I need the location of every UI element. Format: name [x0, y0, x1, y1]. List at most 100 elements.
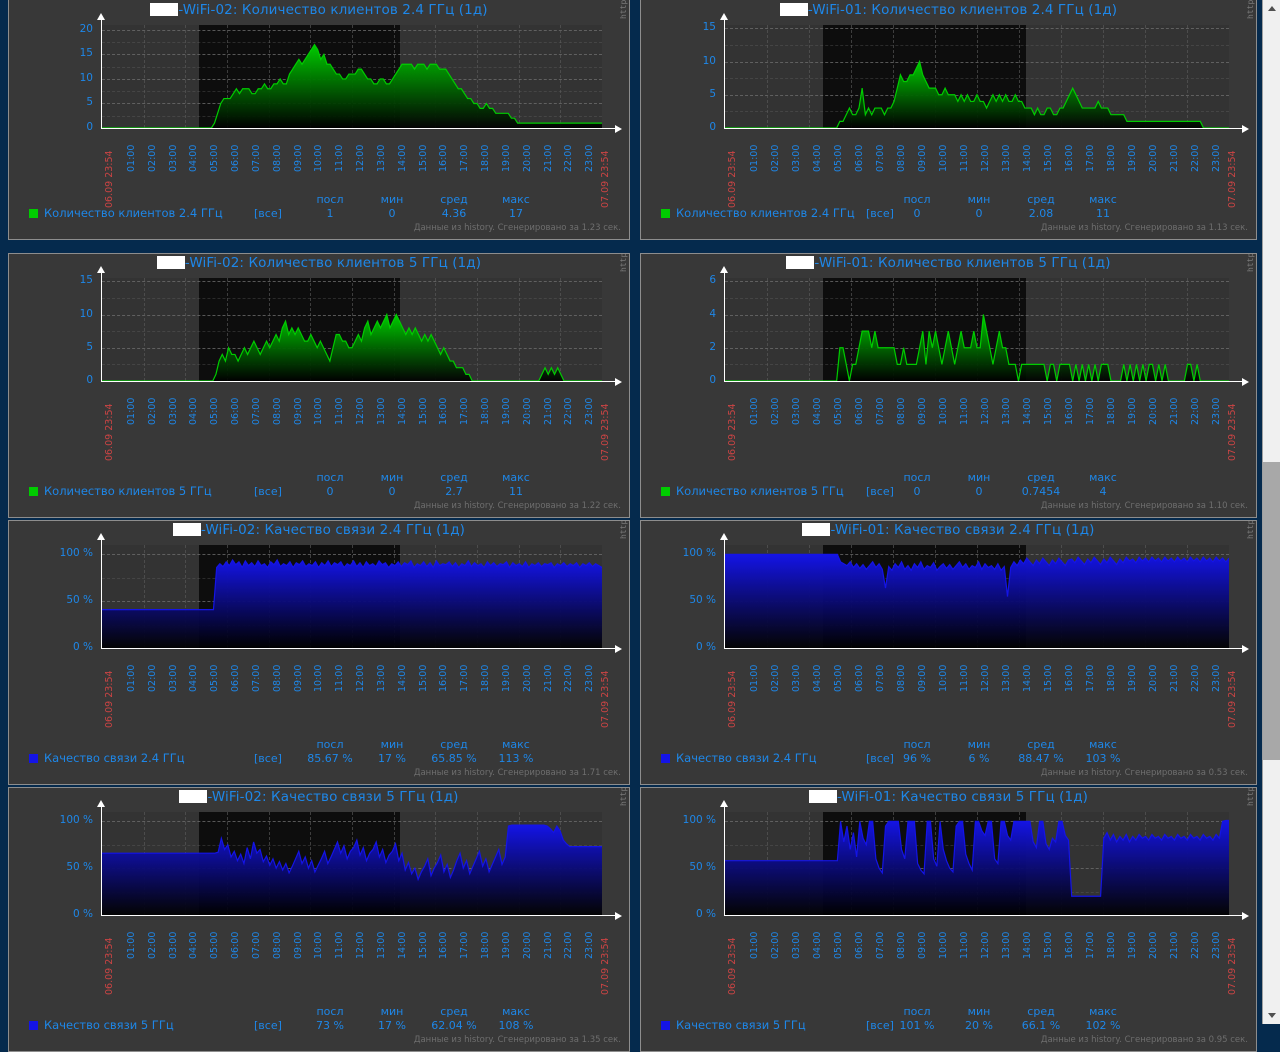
plot-area[interactable]	[102, 25, 602, 128]
plot-area[interactable]	[725, 545, 1229, 648]
gridline-vertical	[227, 278, 228, 381]
y-axis-tick-label: 100 %	[59, 547, 93, 560]
graph-title-text: -WiFi-02: Количество клиентов 5 ГГц (1д)	[184, 255, 482, 271]
x-axis-tick-label: 02:00	[770, 931, 781, 959]
graph-panel-wifi-02-quality-24[interactable]: -WiFi-02: Качество связи 2.4 ГГц (1д) 0 %…	[8, 520, 630, 785]
x-axis-tick-label: 13:00	[1001, 664, 1012, 692]
gridline-vertical	[1061, 25, 1062, 128]
legend-header-1: мин	[967, 193, 991, 206]
x-axis-tick-label: 14:00	[396, 931, 408, 959]
legend-series-name[interactable]: Количество клиентов 5 ГГц	[44, 484, 212, 498]
y-axis-arrow-icon	[720, 800, 728, 807]
x-axis-tick-label: 16:00	[1064, 664, 1075, 692]
x-axis-tick-label: 03:00	[167, 397, 179, 425]
series-line	[102, 312, 602, 381]
legend-color-swatch	[661, 754, 670, 763]
x-axis-tick-label: 10:00	[938, 664, 949, 692]
graph-panel-wifi-01-quality-5[interactable]: -WiFi-01: Качество связи 5 ГГц (1д) 0 % 50…	[640, 787, 1257, 1052]
graph-panel-wifi-01-clients-5[interactable]: -WiFi-01: Количество клиентов 5 ГГц (1д)…	[640, 253, 1257, 518]
graph-panel-wifi-01-clients-24[interactable]: -WiFi-01: Количество клиентов 2.4 ГГц (1…	[640, 0, 1257, 240]
y-axis-tick-label: 0	[709, 121, 716, 133]
x-axis-tick-label: 20:00	[521, 664, 533, 692]
graph-title-text: -WiFi-02: Качество связи 5 ГГц (1д)	[207, 789, 459, 805]
legend-value-мин: 0	[975, 485, 983, 498]
graph-panel-wifi-01-quality-24[interactable]: -WiFi-01: Качество связи 2.4 ГГц (1д) 0 %…	[640, 520, 1257, 785]
series-plot	[102, 43, 602, 128]
x-axis-tick-label: 20:00	[1148, 397, 1159, 425]
x-axis	[101, 648, 615, 649]
x-axis-tick-label: 02:00	[146, 397, 158, 425]
x-axis-range-label: 06.09 23:54	[104, 937, 115, 995]
x-axis-tick-label: 07:00	[875, 931, 886, 959]
graph-panel-wifi-02-quality-5[interactable]: -WiFi-02: Качество связи 5 ГГц (1д) 0 % 50…	[8, 787, 630, 1052]
x-axis-tick-label: 21:00	[542, 144, 554, 172]
legend-series-name[interactable]: Количество клиентов 2.4 ГГц	[44, 206, 223, 220]
y-axis	[101, 19, 102, 129]
plot-area[interactable]	[725, 25, 1229, 128]
x-axis-tick-label: 07:00	[875, 397, 886, 425]
y-axis-tick-label: 20	[79, 22, 93, 35]
x-axis-tick-label: 12:00	[355, 144, 366, 172]
dashboard-root: -WiFi-02: Количество клиентов 2.4 ГГц (1…	[8, 0, 1280, 1052]
scrollbar-thumb[interactable]	[1263, 462, 1280, 760]
x-axis-tick-label: 21:00	[1169, 144, 1180, 172]
gridline-vertical	[809, 25, 810, 128]
plot-area[interactable]	[725, 278, 1229, 381]
x-axis-tick-label: 10:00	[938, 397, 949, 425]
x-axis-tick-label: 09:00	[292, 664, 304, 692]
gridline-vertical	[893, 278, 894, 381]
legend-header-1: мин	[967, 1005, 991, 1018]
x-axis-tick-label: 17:00	[459, 144, 471, 172]
legend-series-name[interactable]: Количество клиентов 2.4 ГГц	[676, 206, 855, 220]
y-axis-arrow-icon	[720, 266, 728, 273]
series-plot	[725, 59, 1229, 128]
x-axis-range-label: 07.09 23:54	[1227, 670, 1238, 728]
legend-series-name[interactable]: Качество связи 2.4 ГГц	[44, 751, 185, 765]
legend-header-2: сред	[1027, 471, 1055, 484]
x-axis-tick-label: 18:00	[480, 931, 491, 959]
page-scrollbar[interactable]	[1262, 0, 1280, 1024]
x-axis-tick-label: 16:00	[438, 931, 450, 959]
graph-panel-wifi-02-clients-24[interactable]: -WiFi-02: Количество клиентов 2.4 ГГц (1…	[8, 0, 630, 240]
series-plot	[102, 824, 602, 915]
legend-value-посл: 73 %	[316, 1019, 344, 1032]
x-axis-tick-label: 04:00	[188, 931, 200, 959]
x-axis-tick-label: 19:00	[500, 664, 512, 692]
scroll-up-arrow-icon[interactable]	[1263, 0, 1280, 17]
x-axis-tick-label: 23:00	[584, 397, 596, 425]
graph: -WiFi-01: Качество связи 5 ГГц (1д) 0 % 50…	[641, 788, 1256, 1051]
x-axis-tick-label: 10:00	[938, 931, 949, 959]
x-axis-tick-label: 09:00	[917, 664, 928, 692]
x-axis-tick-label: 16:00	[438, 664, 450, 692]
x-axis-tick-label: 17:00	[1085, 397, 1096, 425]
legend-series-name[interactable]: Качество связи 5 ГГц	[44, 1018, 174, 1032]
x-axis-tick-label: 03:00	[791, 664, 802, 692]
x-axis-tick-label: 12:00	[980, 931, 991, 959]
y-axis-tick-label: 5	[86, 340, 93, 353]
legend-header-0: посл	[316, 738, 344, 751]
x-axis-tick-label: 04:00	[812, 664, 823, 692]
plot-area[interactable]	[102, 812, 602, 915]
x-axis-tick-label: 11:00	[959, 931, 970, 959]
legend-series-name[interactable]: Качество связи 2.4 ГГц	[676, 751, 817, 765]
y-axis-tick-label: 100 %	[682, 547, 716, 560]
x-axis-tick-label: 05:00	[209, 397, 221, 425]
legend-series-name[interactable]: Количество клиентов 5 ГГц	[676, 484, 844, 498]
legend-series-name[interactable]: Качество связи 5 ГГц	[676, 1018, 806, 1032]
scroll-down-arrow-icon[interactable]	[1263, 1007, 1280, 1024]
plot-area[interactable]	[102, 545, 602, 648]
x-axis-tick-label: 20:00	[1148, 664, 1159, 692]
x-axis-tick-label: 03:00	[791, 397, 802, 425]
plot-area[interactable]	[725, 812, 1229, 915]
gridline-vertical	[1187, 278, 1188, 381]
x-axis-tick-label: 08:00	[896, 144, 907, 172]
graph-title-text: -WiFi-02: Качество связи 2.4 ГГц (1д)	[200, 522, 466, 538]
graph: -WiFi-02: Количество клиентов 2.4 ГГц (1…	[9, 0, 629, 239]
y-axis	[724, 539, 725, 649]
y-axis-tick-label: 15	[79, 47, 93, 60]
legend-value-посл: 0	[913, 485, 921, 498]
graph-panel-wifi-02-clients-5[interactable]: -WiFi-02: Количество клиентов 5 ГГц (1д)…	[8, 253, 630, 518]
x-axis-arrow-icon	[1242, 125, 1249, 133]
plot-area[interactable]	[102, 278, 602, 381]
graph: -WiFi-01: Количество клиентов 5 ГГц (1д)…	[641, 254, 1256, 517]
